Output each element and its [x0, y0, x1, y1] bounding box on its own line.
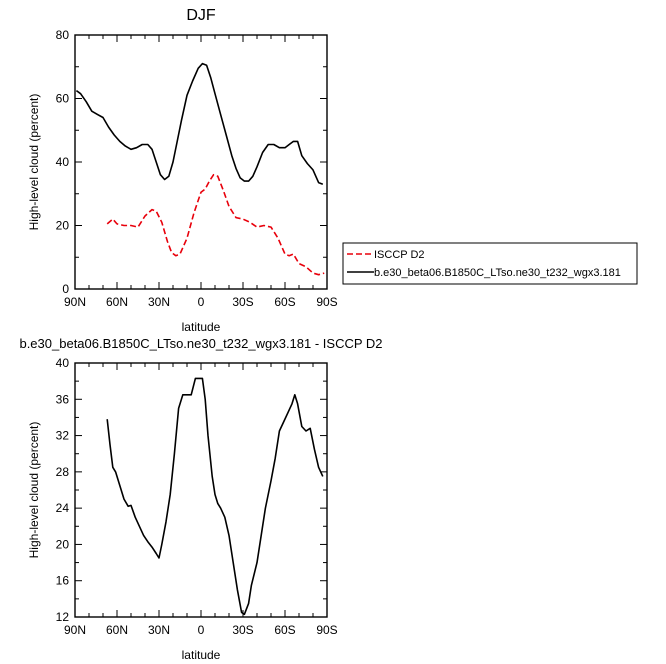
y-tick-label: 20: [56, 537, 70, 551]
y-tick-label: 40: [56, 356, 70, 370]
y-tick-label: 28: [56, 465, 70, 479]
legend-box: [342, 242, 638, 285]
legend-label-isccp: ISCCP D2: [374, 249, 425, 261]
x-tick-label: 0: [198, 623, 205, 637]
y-tick-label: 60: [56, 92, 70, 106]
y-tick-label: 24: [56, 501, 70, 515]
y-axis-label: High-level cloud (percent): [27, 94, 41, 231]
x-tick-label: 90S: [316, 295, 337, 309]
y-tick-label: 32: [56, 429, 70, 443]
x-tick-label: 60N: [106, 623, 128, 637]
chart-title: DJF: [186, 7, 216, 24]
x-tick-label: 30N: [148, 623, 170, 637]
series-line-difference: [106, 377, 324, 616]
y-tick-label: 40: [56, 155, 70, 169]
y-tick-label: 12: [56, 610, 70, 624]
legend-label-model: b.e30_beta06.B1850C_LTso.ne30_t232_wgx3.…: [374, 267, 621, 279]
x-tick-label: 90S: [316, 623, 337, 637]
y-tick-label: 36: [56, 392, 70, 406]
x-tick-label: 0: [198, 295, 205, 309]
x-tick-label: 60N: [106, 295, 128, 309]
y-tick-label: 20: [56, 219, 70, 233]
x-axis-label: latitude: [182, 648, 221, 662]
y-axis-label: High-level cloud (percent): [27, 422, 41, 559]
plot-frame: [74, 362, 328, 618]
plot-frame: [74, 34, 328, 290]
x-tick-label: 60S: [274, 623, 295, 637]
series-line-isccp-d2: [106, 173, 325, 276]
bottom-panel: b.e30_beta06.B1850C_LTso.ne30_t232_wgx3.…: [19, 336, 382, 662]
top-panel: DJF 90N 60N 30N 0 30S 60S 90S 0 20 40 60 80 latitud…: [27, 7, 338, 334]
x-tick-label: 60S: [274, 295, 295, 309]
y-tick-label: 16: [56, 574, 70, 588]
legend: ISCCP D2 b.e30_beta06.B1850C_LTso.ne30_t…: [342, 242, 638, 285]
x-tick-label: 90N: [64, 623, 86, 637]
series-line-b-e30-beta06-b1850c-ltso-ne30-t232-wgx3-181: [75, 62, 324, 185]
y-tick-label: 80: [56, 28, 70, 42]
x-tick-label: 30S: [232, 623, 253, 637]
chart-title: b.e30_beta06.B1850C_LTso.ne30_t232_wgx3.…: [19, 336, 382, 351]
x-tick-label: 30S: [232, 295, 253, 309]
x-axis-label: latitude: [182, 320, 221, 334]
y-tick-label: 0: [62, 282, 69, 296]
x-tick-label: 30N: [148, 295, 170, 309]
x-tick-label: 90N: [64, 295, 86, 309]
